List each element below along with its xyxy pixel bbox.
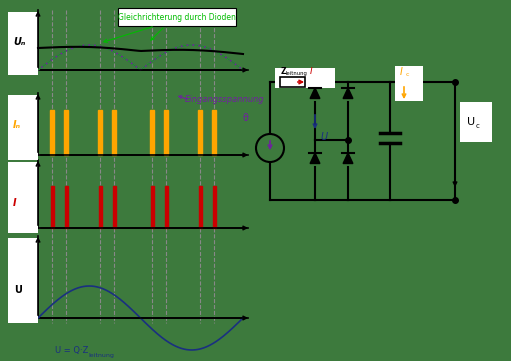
Polygon shape — [50, 110, 54, 155]
Text: Eingangsspannung: Eingangsspannung — [185, 96, 265, 104]
Text: I: I — [400, 67, 403, 77]
Text: U: U — [14, 285, 22, 295]
Text: c: c — [476, 123, 480, 129]
Text: leitnung: leitnung — [285, 71, 307, 77]
Polygon shape — [165, 186, 168, 228]
Polygon shape — [112, 186, 115, 228]
Polygon shape — [310, 153, 320, 164]
Polygon shape — [310, 88, 320, 99]
Polygon shape — [150, 110, 154, 155]
Polygon shape — [112, 110, 116, 155]
Polygon shape — [198, 186, 201, 228]
Polygon shape — [213, 186, 216, 228]
Text: Uₙ: Uₙ — [13, 37, 26, 47]
Bar — [275, 68, 335, 88]
Text: U: U — [320, 132, 327, 142]
Text: leitnung: leitnung — [88, 353, 114, 358]
Polygon shape — [64, 110, 68, 155]
Bar — [395, 66, 423, 101]
Text: c: c — [406, 73, 409, 78]
Polygon shape — [98, 110, 102, 155]
Text: I: I — [13, 198, 17, 208]
Bar — [460, 102, 492, 142]
Text: Iₙ: Iₙ — [13, 120, 21, 130]
Text: U: U — [467, 117, 475, 127]
Text: θ: θ — [242, 113, 248, 123]
Polygon shape — [343, 153, 353, 164]
Bar — [280, 77, 305, 87]
Bar — [118, 8, 236, 26]
Polygon shape — [343, 88, 353, 99]
Polygon shape — [164, 110, 168, 155]
Polygon shape — [99, 186, 102, 228]
Polygon shape — [151, 186, 153, 228]
Polygon shape — [198, 110, 202, 155]
Polygon shape — [51, 186, 54, 228]
Text: U = Q·Z: U = Q·Z — [55, 345, 88, 355]
Polygon shape — [212, 110, 216, 155]
Text: Z: Z — [281, 68, 287, 77]
Polygon shape — [64, 186, 67, 228]
Bar — [8, 95, 38, 160]
Text: Gleichrichterung durch Dioden: Gleichrichterung durch Dioden — [118, 13, 236, 22]
Text: I: I — [310, 68, 312, 77]
Circle shape — [256, 134, 284, 162]
Bar — [8, 12, 38, 75]
Bar — [8, 238, 38, 323]
Bar — [8, 162, 38, 233]
